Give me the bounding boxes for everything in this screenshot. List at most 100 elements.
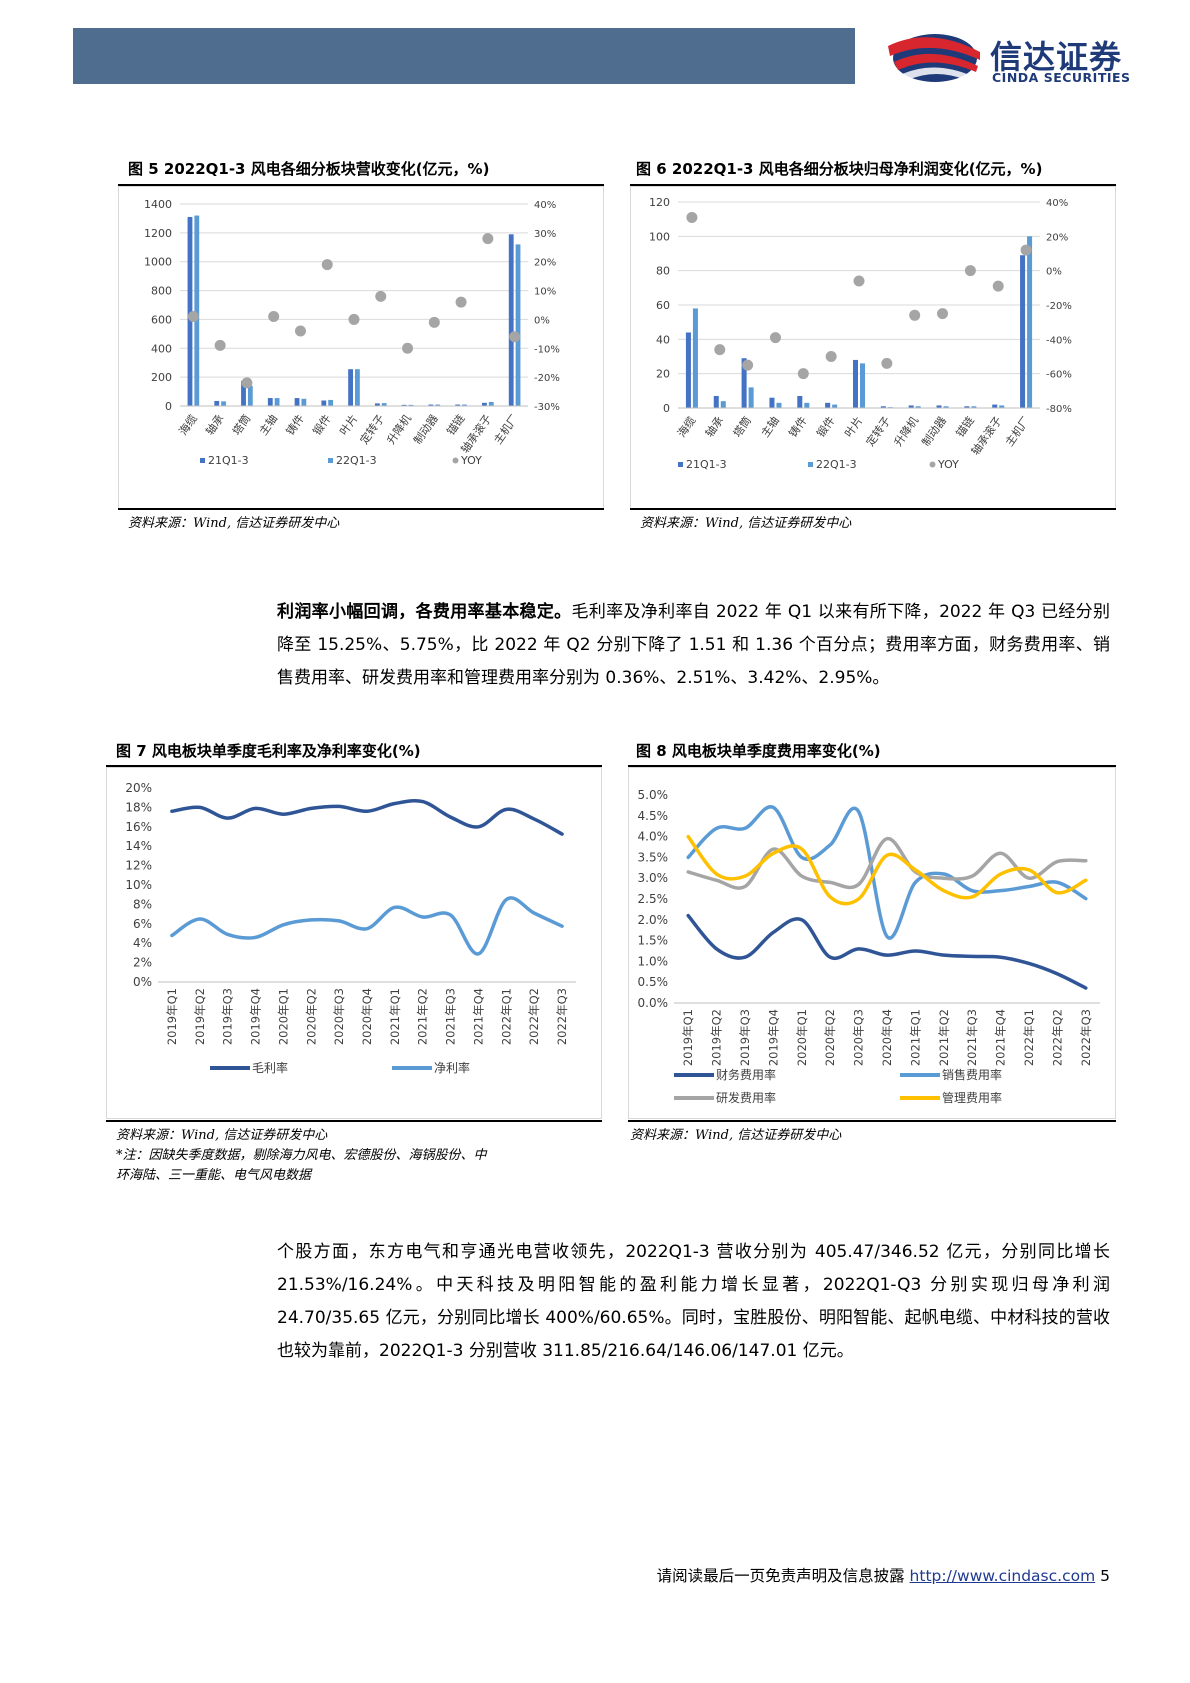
bar-22q1-3 — [435, 404, 441, 406]
x-tick-label: 塔筒 — [229, 412, 253, 438]
y-tick-label-right: -20% — [534, 373, 560, 384]
bar-22q1-3 — [971, 406, 977, 408]
x-tick-label: 主机厂 — [1002, 414, 1032, 449]
bar-21q1-3 — [713, 395, 719, 408]
yoy-point — [402, 342, 414, 354]
y-tick-label-right: 20% — [534, 258, 556, 269]
series-line — [170, 798, 564, 836]
y-tick-label-right: 20% — [1046, 232, 1068, 243]
x-tick-label: 2019年Q4 — [766, 1009, 780, 1066]
bar-21q1-3 — [214, 400, 220, 406]
bar-22q1-3 — [221, 401, 226, 406]
bar-21q1-3 — [187, 216, 193, 406]
y-tick-label: 16% — [125, 820, 152, 834]
bar-21q1-3 — [908, 405, 914, 408]
fig7-title: 图 7 风电板块单季度毛利率及净利率变化(%) — [116, 742, 421, 760]
legend-swatch — [808, 462, 813, 467]
bar-21q1-3 — [401, 404, 407, 406]
bar-22q1-3 — [355, 369, 360, 406]
footer-link[interactable]: http://www.cindasc.com — [909, 1567, 1096, 1585]
bar-22q1-3 — [748, 387, 754, 408]
bar-21q1-3 — [455, 404, 461, 406]
x-tick-label: 塔筒 — [730, 414, 754, 440]
bar-22q1-3 — [488, 401, 494, 406]
y-tick-label-left: 200 — [151, 371, 172, 384]
bar-22q1-3 — [247, 385, 253, 406]
header-bar — [73, 28, 855, 84]
x-tick-label: 2021年Q4 — [471, 988, 485, 1045]
x-tick-label: 海缆 — [176, 412, 200, 438]
yoy-point — [1020, 244, 1032, 256]
yoy-point — [428, 316, 440, 328]
chart-frame — [628, 767, 1116, 1119]
x-tick-label: 轴承 — [203, 412, 227, 438]
y-tick-label: 10% — [125, 878, 152, 892]
y-tick-label-right: -20% — [1046, 301, 1072, 312]
legend-label: YOY — [937, 458, 959, 471]
y-tick-label: 3.5% — [638, 850, 669, 864]
y-tick-label: 1.0% — [638, 954, 669, 968]
legend-swatch — [452, 457, 459, 464]
x-tick-label: 2021年Q1 — [388, 988, 402, 1045]
x-tick-label: 2020年Q3 — [332, 988, 346, 1045]
legend-label: 22Q1-3 — [336, 454, 377, 467]
y-tick-label-left: 100 — [649, 230, 670, 243]
legend-label: 销售费用率 — [942, 1067, 1002, 1082]
bar-22q1-3 — [408, 404, 414, 406]
bar-22q1-3 — [462, 404, 467, 406]
y-tick-label-left: 40 — [656, 333, 670, 346]
yoy-point — [742, 359, 754, 371]
y-tick-label: 20% — [125, 781, 152, 795]
bar-22q1-3 — [999, 405, 1005, 408]
x-tick-label: 2019年Q4 — [249, 988, 263, 1045]
x-tick-label: 2019年Q1 — [681, 1009, 695, 1066]
paragraph-stocks: 个股方面，东方电气和亨通光电营收领先，2022Q1-3 营收分别为 405.47… — [277, 1242, 1110, 1361]
yoy-point — [294, 325, 306, 337]
y-tick-label: 18% — [125, 800, 152, 814]
yoy-point — [853, 275, 865, 287]
x-tick-label: 2020年Q4 — [360, 988, 374, 1045]
fig8-top-rule — [628, 765, 1116, 767]
y-tick-label-right: 0% — [1046, 267, 1062, 278]
legend-label: YOY — [460, 454, 482, 467]
x-tick-label: 铸件 — [283, 412, 307, 438]
yoy-point — [321, 259, 333, 271]
y-tick-label: 0% — [133, 975, 152, 989]
legend-label: 净利率 — [434, 1060, 470, 1075]
fig8-bottom-rule — [628, 1120, 1116, 1122]
y-tick-label: 0.0% — [638, 996, 669, 1010]
x-tick-label: 铸件 — [786, 414, 810, 440]
series-line — [686, 836, 1088, 890]
x-tick-label: 升降机 — [384, 412, 414, 447]
x-tick-label: 锻件 — [310, 412, 334, 438]
x-tick-label: 2019年Q2 — [710, 1009, 724, 1066]
fig6-bottom-rule — [630, 508, 1116, 510]
legend-label: 21Q1-3 — [208, 454, 249, 467]
x-tick-label: 叶片 — [337, 412, 360, 437]
bar-21q1-3 — [741, 358, 747, 408]
fig5-source: 资料来源：Wind, 信达证券研发中心 — [128, 516, 340, 531]
footer-disclaimer: 请阅读最后一页免责声明及信息披露 — [656, 1567, 905, 1585]
yoy-point — [509, 331, 521, 343]
y-tick-label-left: 800 — [151, 285, 172, 298]
bar-21q1-3 — [348, 369, 353, 406]
yoy-point — [964, 265, 976, 277]
yoy-point — [214, 339, 226, 351]
yoy-point — [881, 357, 893, 369]
y-tick-label-left: 80 — [656, 265, 670, 278]
series-line — [170, 896, 564, 956]
y-tick-label-left: 1200 — [144, 227, 172, 240]
yoy-point — [348, 313, 360, 325]
x-tick-label: 2021年Q1 — [908, 1009, 922, 1066]
x-tick-label: 2021年Q4 — [994, 1009, 1008, 1066]
bar-22q1-3 — [915, 406, 921, 408]
bar-22q1-3 — [381, 403, 387, 406]
x-tick-label: 锻件 — [814, 414, 838, 440]
yoy-point — [268, 311, 280, 323]
fig8-source: 资料来源：Wind, 信达证券研发中心 — [630, 1128, 842, 1143]
fig5-top-rule — [118, 184, 604, 186]
x-tick-label: 2021年Q2 — [937, 1009, 951, 1066]
bar-21q1-3 — [321, 400, 327, 406]
legend-label: 管理费用率 — [942, 1090, 1002, 1105]
y-tick-label: 3.0% — [638, 871, 669, 885]
